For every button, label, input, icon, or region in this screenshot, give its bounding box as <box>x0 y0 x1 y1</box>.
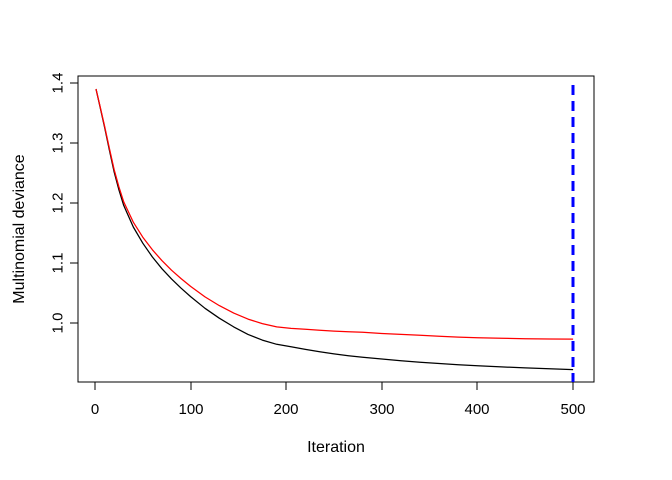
y-tick-label: 1.1 <box>49 253 66 274</box>
x-tick-label: 300 <box>369 401 394 418</box>
x-tick-label: 500 <box>560 401 585 418</box>
plot-border <box>77 75 595 383</box>
x-tick-label: 400 <box>464 401 489 418</box>
series-line-test <box>95 88 574 340</box>
y-tick-label: 1.3 <box>49 133 66 154</box>
x-tick-label: 200 <box>273 401 298 418</box>
series-line-train <box>95 88 574 371</box>
x-axis-title: Iteration <box>307 439 365 456</box>
x-tick-label: 100 <box>178 401 203 418</box>
y-tick-label: 1.2 <box>49 193 66 214</box>
y-axis-title: Multinomial deviance <box>11 154 28 304</box>
y-tick-label: 1.0 <box>49 313 66 334</box>
x-tick-label: 0 <box>91 401 99 418</box>
y-tick-label: 1.4 <box>49 73 66 94</box>
